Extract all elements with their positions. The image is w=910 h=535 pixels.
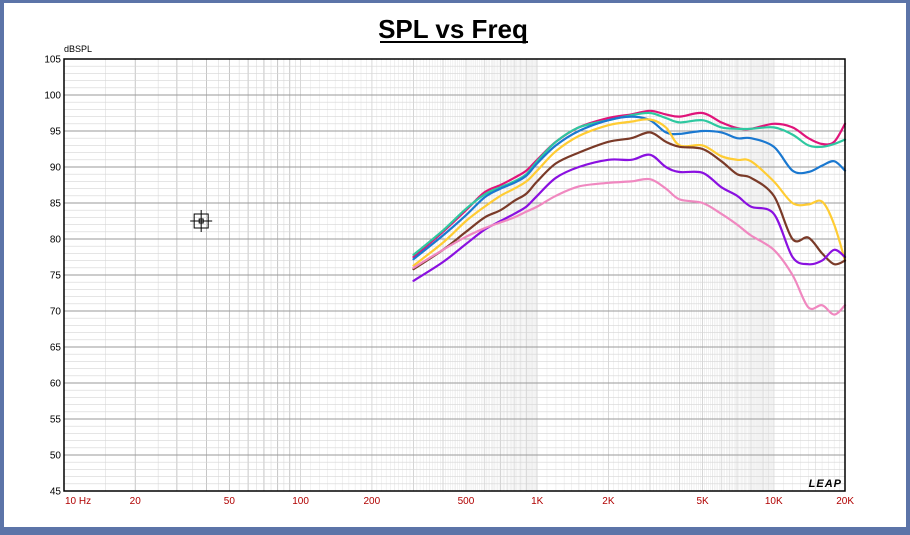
x-ticks: 10 Hz 20 50 100 200 500 1K 2K 5K 10K 20K	[65, 496, 854, 507]
y-ticks: 105 100 95 90 85 80 75 70 65 60 55 50 45	[44, 55, 61, 498]
y-tick-label: 75	[50, 271, 62, 282]
series-line-2	[412, 111, 847, 256]
y-tick-label: 65	[50, 343, 62, 354]
x-tick-label: 2K	[602, 496, 615, 507]
series-line-7	[412, 177, 847, 316]
y-tick-label: 90	[50, 163, 62, 174]
cursor-center	[198, 218, 204, 224]
series-line-4	[412, 118, 847, 267]
x-tick-label: 10 Hz	[65, 496, 91, 507]
cursor-marker[interactable]	[190, 210, 213, 232]
x-tick-label: 5K	[696, 496, 709, 507]
y-tick-label: 50	[50, 451, 62, 462]
series-layer	[412, 109, 847, 316]
y-tick-label: 85	[50, 199, 62, 210]
y-tick-label: 70	[50, 307, 62, 318]
x-tick-label: 1K	[531, 496, 544, 507]
x-tick-label: 20K	[836, 496, 854, 507]
y-tick-label: 80	[50, 235, 62, 246]
y-axis-label: dBSPL	[64, 44, 92, 54]
x-tick-label: 500	[458, 496, 475, 507]
y-tick-label: 105	[44, 55, 61, 66]
x-tick-label: 50	[224, 496, 236, 507]
series-line-1	[412, 109, 847, 259]
series-line-6	[412, 153, 847, 282]
chart-title: SPL vs Freq	[378, 14, 528, 44]
y-tick-label: 60	[50, 379, 62, 390]
grid	[63, 58, 846, 492]
title-group: SPL vs Freq	[378, 14, 528, 44]
x-tick-label: 10K	[765, 496, 783, 507]
y-tick-label: 95	[50, 127, 62, 138]
leap-logo: LEAP	[809, 478, 842, 490]
x-tick-label: 100	[292, 496, 309, 507]
y-tick-label: 55	[50, 415, 62, 426]
x-tick-label: 200	[363, 496, 380, 507]
x-tick-label: 20	[130, 496, 142, 507]
y-tick-label: 100	[44, 91, 61, 102]
plot-border	[63, 58, 846, 492]
y-tick-label: 45	[50, 487, 62, 498]
series-line-5	[412, 131, 847, 271]
